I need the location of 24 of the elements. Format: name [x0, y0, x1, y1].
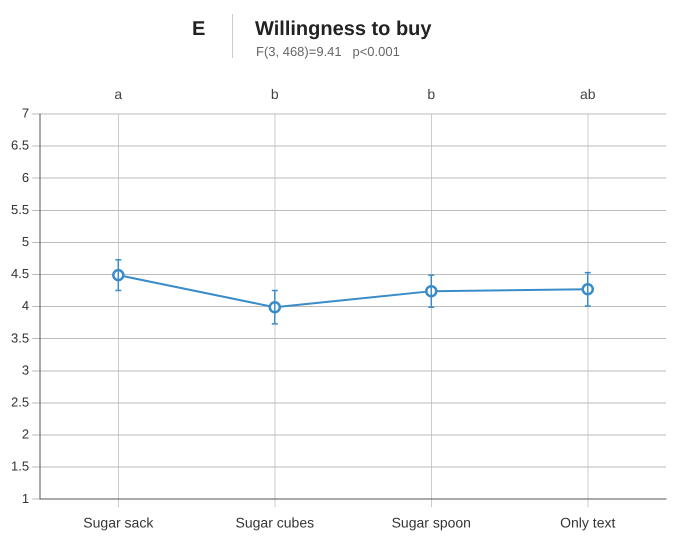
y-tick-label: 4.5 [10, 266, 30, 282]
chart-subtitle: F(3, 468)=9.41 p<0.001 [256, 44, 400, 59]
text: a [114, 86, 122, 102]
x-tick-label: Sugar spoon [392, 514, 471, 530]
y-tick-label: 7 [22, 106, 30, 121]
x-tick-label: Sugar sack [83, 514, 154, 530]
chart-title: Willingness to buy [255, 18, 432, 41]
y-tick-label: 5 [22, 234, 30, 249]
y-tick-label: 1 [22, 490, 30, 506]
y-tick-label: 6 [22, 170, 30, 185]
y-tick-label: 5.5 [10, 202, 30, 217]
y-tick-label: 2 [22, 426, 30, 442]
y-tick-label: 2.5 [10, 394, 30, 410]
text: E [192, 18, 206, 41]
y-tick-label: 4 [22, 298, 30, 314]
x-tick-label: Only text [560, 514, 616, 530]
y-tick-label: 1.5 [10, 458, 30, 474]
y-tick-label: 3.5 [10, 330, 30, 346]
text: b [270, 86, 279, 102]
text: b [427, 86, 436, 102]
x-tick-label: Sugar cubes [235, 514, 314, 530]
text: ab [580, 86, 596, 102]
y-tick-label: 6.5 [10, 138, 30, 153]
y-tick-label: 3 [22, 362, 30, 378]
